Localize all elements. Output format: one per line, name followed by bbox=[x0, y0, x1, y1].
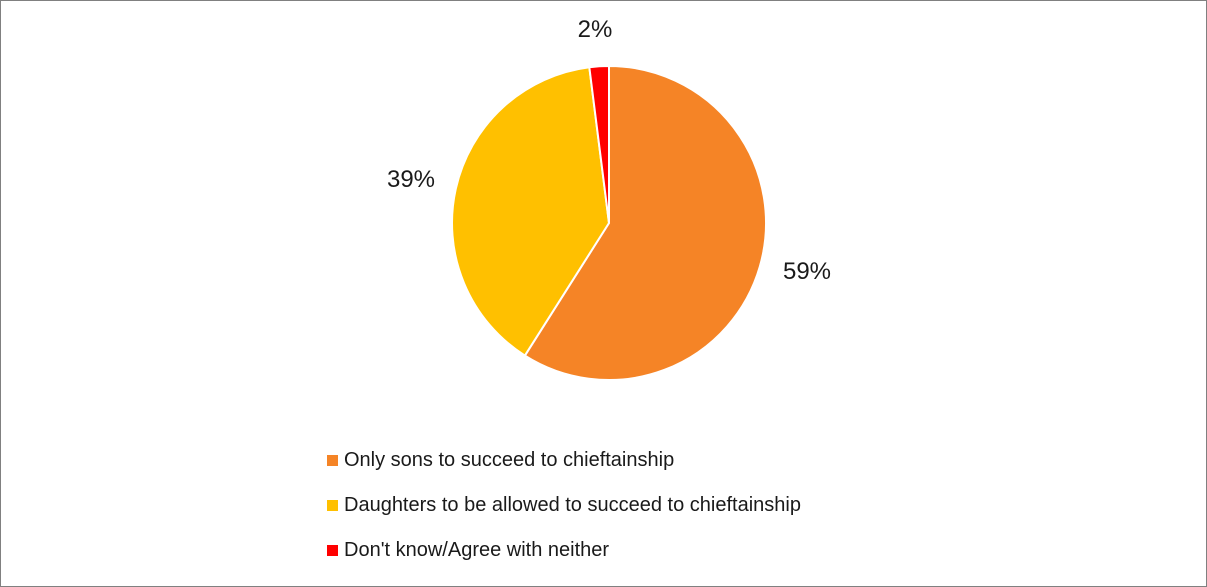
legend-label-daughters: Daughters to be allowed to succeed to ch… bbox=[344, 493, 801, 516]
legend-item-only-sons: Only sons to succeed to chieftainship bbox=[327, 448, 801, 472]
data-label-daughters: 39% bbox=[387, 166, 435, 193]
pie-slices bbox=[451, 64, 767, 381]
data-label-only-sons: 59% bbox=[783, 258, 831, 285]
legend-item-daughters: Daughters to be allowed to succeed to ch… bbox=[327, 493, 801, 517]
legend-swatch-daughters bbox=[327, 499, 338, 511]
legend-swatch-dont-know bbox=[327, 544, 338, 556]
pie-data-labels: 59% 39% 2% bbox=[387, 16, 831, 285]
legend-swatch-only-sons bbox=[327, 454, 338, 466]
chart-legend: Only sons to succeed to chieftainship Da… bbox=[327, 448, 801, 583]
pie-slice-daughters bbox=[451, 66, 611, 357]
legend-label-only-sons: Only sons to succeed to chieftainship bbox=[344, 448, 675, 471]
legend-label-dont-know: Don't know/Agree with neither bbox=[344, 538, 610, 561]
data-label-dont-know: 2% bbox=[578, 16, 613, 43]
pie-slice-only-sons bbox=[523, 64, 767, 381]
legend-item-dont-know: Don't know/Agree with neither bbox=[327, 538, 801, 562]
pie-slice-dont-know bbox=[588, 64, 610, 224]
